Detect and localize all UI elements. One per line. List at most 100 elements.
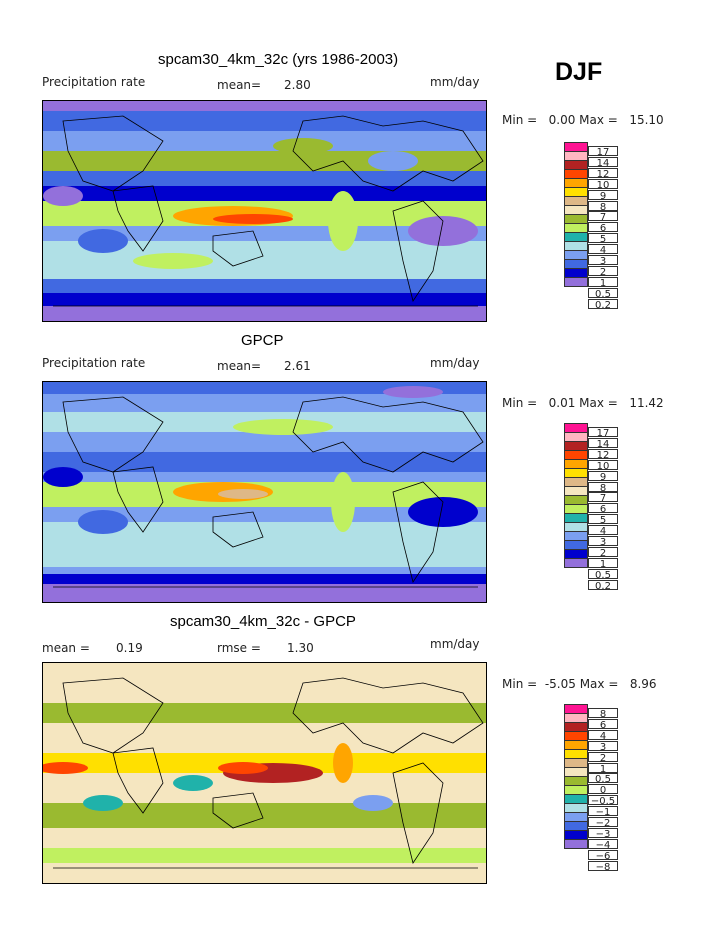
colorbar-label: −4 — [588, 838, 618, 851]
colorbar-label: 12 — [588, 448, 618, 461]
min-label: Min = — [502, 396, 538, 410]
panel1-mean-value: 2.80 — [284, 78, 311, 92]
colorbar-label: 7 — [588, 211, 618, 223]
colorbar-label: 2 — [588, 751, 618, 764]
colorbar-label: 8 — [588, 481, 618, 494]
colorbar-label: −0.5 — [588, 795, 618, 807]
contour-band — [43, 863, 486, 883]
colorbar-label: 0.2 — [588, 579, 618, 592]
contour-region — [43, 762, 88, 774]
panel3-rmse-label: rmse = — [217, 641, 261, 655]
contour-band — [43, 293, 486, 306]
coastline — [392, 200, 444, 302]
colorbar-label: −3 — [588, 827, 618, 840]
contour-region — [383, 386, 443, 398]
colorbar-label: 0 — [588, 784, 618, 796]
colorbar-label: −6 — [588, 849, 618, 862]
contour-region — [78, 510, 128, 534]
contour-band — [43, 186, 486, 201]
contour-region — [331, 472, 355, 532]
coastline — [212, 792, 264, 829]
contour-band — [43, 151, 486, 171]
panel2-variable: Precipitation rate — [42, 356, 146, 370]
contour-region — [443, 755, 483, 771]
colorbar-label: 3 — [588, 536, 618, 548]
coastline — [112, 466, 164, 533]
coastline — [292, 396, 484, 473]
coastline — [62, 115, 164, 192]
colorbar-label: 0.5 — [588, 287, 618, 300]
panel3-units: mm/day — [430, 637, 480, 651]
colorbar-label: 12 — [588, 167, 618, 180]
contour-region — [233, 419, 333, 435]
colorbar-label: −8 — [588, 860, 618, 873]
min-value: 0.01 — [548, 396, 576, 410]
contour-band — [43, 382, 486, 394]
colorbar-label: 3 — [588, 255, 618, 267]
panel1-min-max: Min = 0.00 Max = 15.10 — [502, 113, 664, 127]
contour-region — [353, 795, 393, 811]
panel2-mean-label: mean= — [217, 359, 262, 373]
coastline — [392, 481, 444, 583]
panel3-min-max: Min = -5.05 Max = 8.96 — [502, 677, 657, 691]
contour-band — [43, 306, 486, 321]
contour-region — [43, 467, 83, 487]
contour-band — [43, 171, 486, 186]
panel2-units: mm/day — [430, 356, 480, 370]
contour-region — [218, 489, 268, 499]
colorbar-label: 7 — [588, 492, 618, 504]
colorbar-label: 8 — [588, 200, 618, 213]
max-value: 15.10 — [629, 113, 664, 127]
colorbar-label: 1 — [588, 557, 618, 570]
panel3-map — [42, 662, 487, 884]
contour-region — [328, 191, 358, 251]
panel3-colorbar: 8 6 4 3 2 1 0.5 0 −0.5 −1 −2 −3 −4 −6 −8 — [564, 704, 618, 873]
colorbar-label: 4 — [588, 244, 618, 256]
colorbar-label: 10 — [588, 178, 618, 191]
max-label: Max = — [579, 113, 618, 127]
panel1-mean-label: mean= — [217, 78, 262, 92]
max-label: Max = — [579, 396, 618, 410]
colorbar-label: 5 — [588, 514, 618, 526]
min-label: Min = — [502, 677, 538, 691]
contour-band — [43, 279, 486, 293]
colorbar-label: 6 — [588, 222, 618, 234]
contour-band — [43, 584, 486, 602]
contour-band — [43, 753, 486, 773]
contour-band — [43, 131, 486, 151]
contour-band — [43, 507, 486, 522]
coastline — [62, 677, 164, 754]
min-value: 0.00 — [548, 113, 576, 127]
panel2-map — [42, 381, 487, 603]
contour-band — [43, 111, 486, 131]
contour-band — [43, 452, 486, 472]
coastline — [392, 762, 444, 864]
coastline — [62, 396, 164, 473]
panel3-mean-value: 0.19 — [116, 641, 143, 655]
contour-region — [368, 151, 418, 171]
contour-band — [43, 848, 486, 863]
colorbar-label: 0.2 — [588, 298, 618, 311]
contour-region — [333, 743, 353, 783]
contour-band — [43, 723, 486, 753]
panel1-colorbar: 17 14 12 10 9 8 7 6 5 4 3 2 1 0.5 0.2 — [564, 142, 618, 311]
colorbar-label: 3 — [588, 740, 618, 753]
colorbar-label: −2 — [588, 817, 618, 829]
colorbar-swatch — [564, 558, 588, 568]
panel3-title: spcam30_4km_32c - GPCP — [170, 613, 356, 630]
contour-band — [43, 261, 486, 279]
panel2-mean-value: 2.61 — [284, 359, 311, 373]
coastline — [112, 185, 164, 252]
colorbar-label: 10 — [588, 459, 618, 472]
colorbar-label: 4 — [588, 729, 618, 742]
panel2-colorbar: 17 14 12 10 9 8 7 6 5 4 3 2 1 0.5 0.2 — [564, 423, 618, 592]
colorbar-label: 4 — [588, 525, 618, 537]
max-value: 11.42 — [629, 396, 664, 410]
colorbar-label: 2 — [588, 546, 618, 559]
contour-band — [43, 574, 486, 584]
contour-band — [43, 703, 486, 723]
colorbar-label: 9 — [588, 189, 618, 202]
max-value: 8.96 — [629, 677, 657, 691]
max-label: Max = — [579, 677, 619, 691]
